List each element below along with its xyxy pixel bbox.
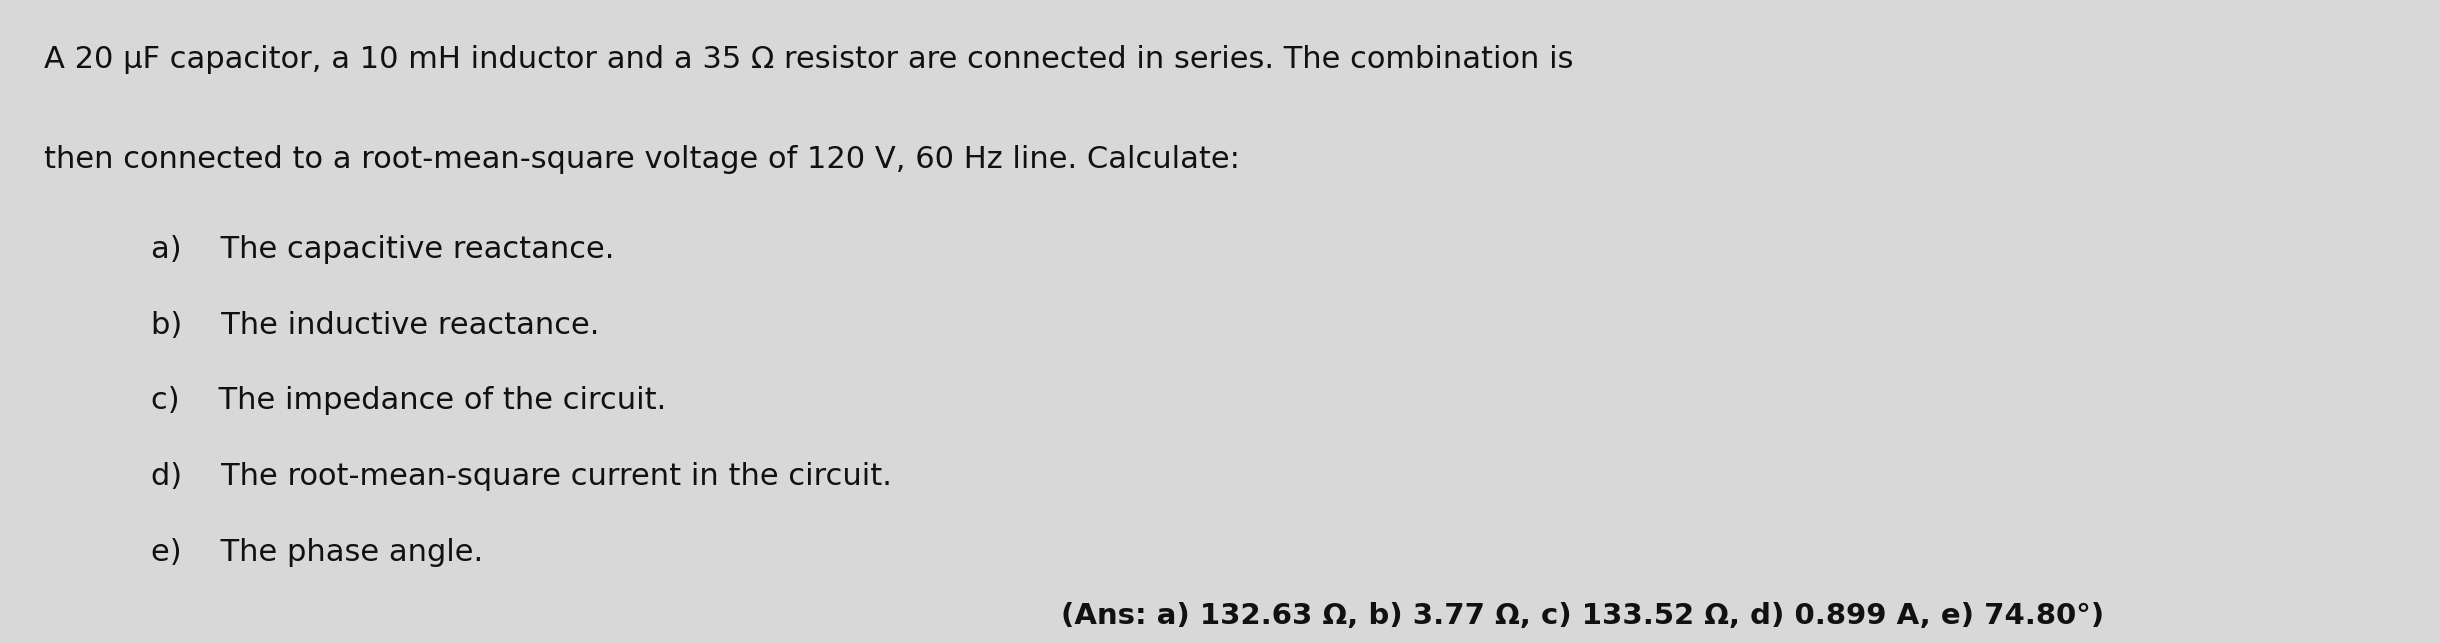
Text: b)    The inductive reactance.: b) The inductive reactance. bbox=[151, 311, 600, 340]
Text: e)    The phase angle.: e) The phase angle. bbox=[151, 538, 483, 567]
Text: c)    The impedance of the circuit.: c) The impedance of the circuit. bbox=[151, 386, 666, 415]
Text: a)    The capacitive reactance.: a) The capacitive reactance. bbox=[151, 235, 615, 264]
Text: (Ans: a) 132.63 Ω, b) 3.77 Ω, c) 133.52 Ω, d) 0.899 A, e) 74.80°): (Ans: a) 132.63 Ω, b) 3.77 Ω, c) 133.52 … bbox=[1061, 602, 2106, 630]
Text: d)    The root-mean-square current in the circuit.: d) The root-mean-square current in the c… bbox=[151, 462, 893, 491]
Text: then connected to a root-mean-square voltage of 120 V, 60 Hz line. Calculate:: then connected to a root-mean-square vol… bbox=[44, 145, 1240, 174]
Text: A 20 μF capacitor, a 10 mH inductor and a 35 Ω resistor are connected in series.: A 20 μF capacitor, a 10 mH inductor and … bbox=[44, 45, 1574, 74]
